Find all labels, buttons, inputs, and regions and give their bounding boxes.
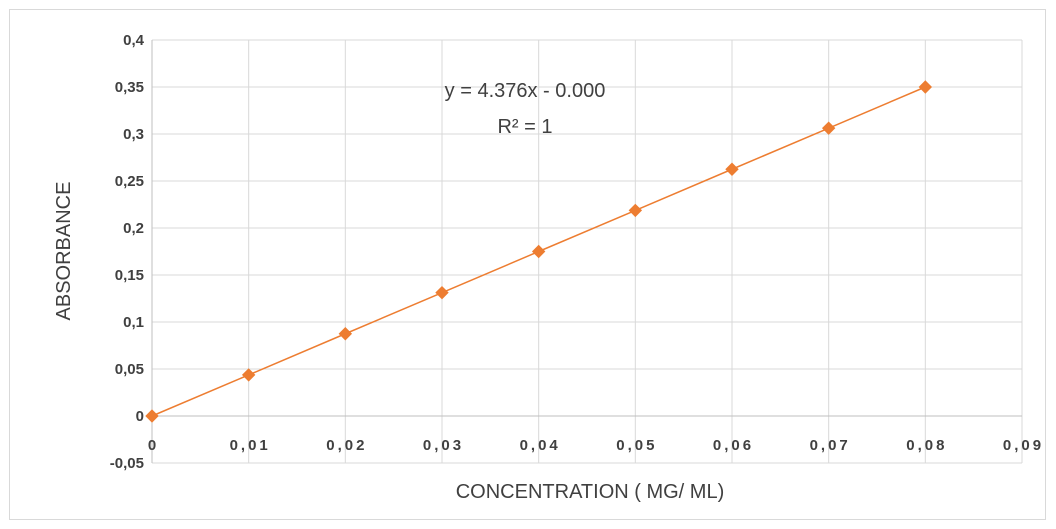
y-tick-label: 0,1 <box>123 314 144 331</box>
data-point <box>725 162 739 176</box>
x-tick-label: 0 , 0 2 <box>326 437 364 454</box>
x-tick-label: 0 , 0 7 <box>810 437 848 454</box>
y-tick-label: 0,2 <box>123 220 144 237</box>
y-tick-label: 0,35 <box>115 79 144 96</box>
axes <box>151 40 1022 463</box>
chart-frame <box>9 9 1046 520</box>
x-tick-label: 0 , 0 4 <box>520 437 559 454</box>
x-tick-label: 0 , 0 6 <box>713 437 751 454</box>
y-tick-label: 0,3 <box>123 126 144 143</box>
data-points <box>145 80 933 423</box>
y-tick-label: 0,05 <box>115 361 144 378</box>
data-point <box>531 244 546 259</box>
data-point <box>241 368 256 382</box>
x-axis-title: CONCENTRATION ( MG/ ML) <box>456 481 725 503</box>
y-tick-label: 0 <box>136 408 144 425</box>
data-point <box>821 121 836 135</box>
data-point <box>145 409 159 423</box>
x-tick-labels: 0 0 , 0 1 0 , 0 2 0 , 0 3 0 , 0 4 0 , 0 5 0 , … <box>148 437 1041 454</box>
y-tick-label: -0,05 <box>110 455 144 472</box>
data-point <box>338 327 353 341</box>
x-tick-label: 0 , 0 5 <box>616 437 654 454</box>
y-tick-label: 0,4 <box>123 32 145 49</box>
x-tick-label: 0 , 0 1 <box>230 437 268 454</box>
data-point <box>435 285 449 300</box>
r-squared-label: R² = 1 <box>497 116 552 138</box>
x-tick-label: 0 , 0 9 <box>1003 437 1041 454</box>
y-tick-label: 0,15 <box>115 267 144 284</box>
y-tick-labels: -0,05 0 0,05 0,1 0,15 0,2 0,25 0,3 0,35 0,4 <box>110 32 145 472</box>
x-tick-label: 0 <box>148 437 156 454</box>
gridlines <box>151 39 1023 464</box>
data-point <box>918 80 933 94</box>
y-axis-title: ABSORBANCE <box>53 182 75 321</box>
data-point <box>628 203 643 218</box>
x-tick-label: 0 , 0 8 <box>906 437 944 454</box>
x-tick-label: 0 , 0 3 <box>423 437 461 454</box>
y-tick-label: 0,25 <box>115 173 144 190</box>
trendline-equation: y = 4.376x - 0.000 <box>445 80 606 102</box>
